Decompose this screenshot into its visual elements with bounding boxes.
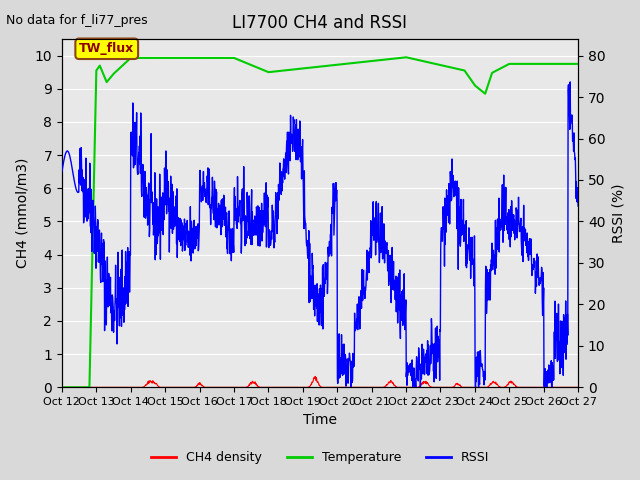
Text: No data for f_li77_pres: No data for f_li77_pres bbox=[6, 14, 148, 27]
Legend: CH4 density, Temperature, RSSI: CH4 density, Temperature, RSSI bbox=[146, 446, 494, 469]
Text: TW_flux: TW_flux bbox=[79, 42, 134, 55]
X-axis label: Time: Time bbox=[303, 413, 337, 427]
Y-axis label: CH4 (mmol/m3): CH4 (mmol/m3) bbox=[15, 158, 29, 268]
Text: LI7700 CH4 and RSSI: LI7700 CH4 and RSSI bbox=[232, 14, 408, 33]
Y-axis label: RSSI (%): RSSI (%) bbox=[611, 183, 625, 243]
